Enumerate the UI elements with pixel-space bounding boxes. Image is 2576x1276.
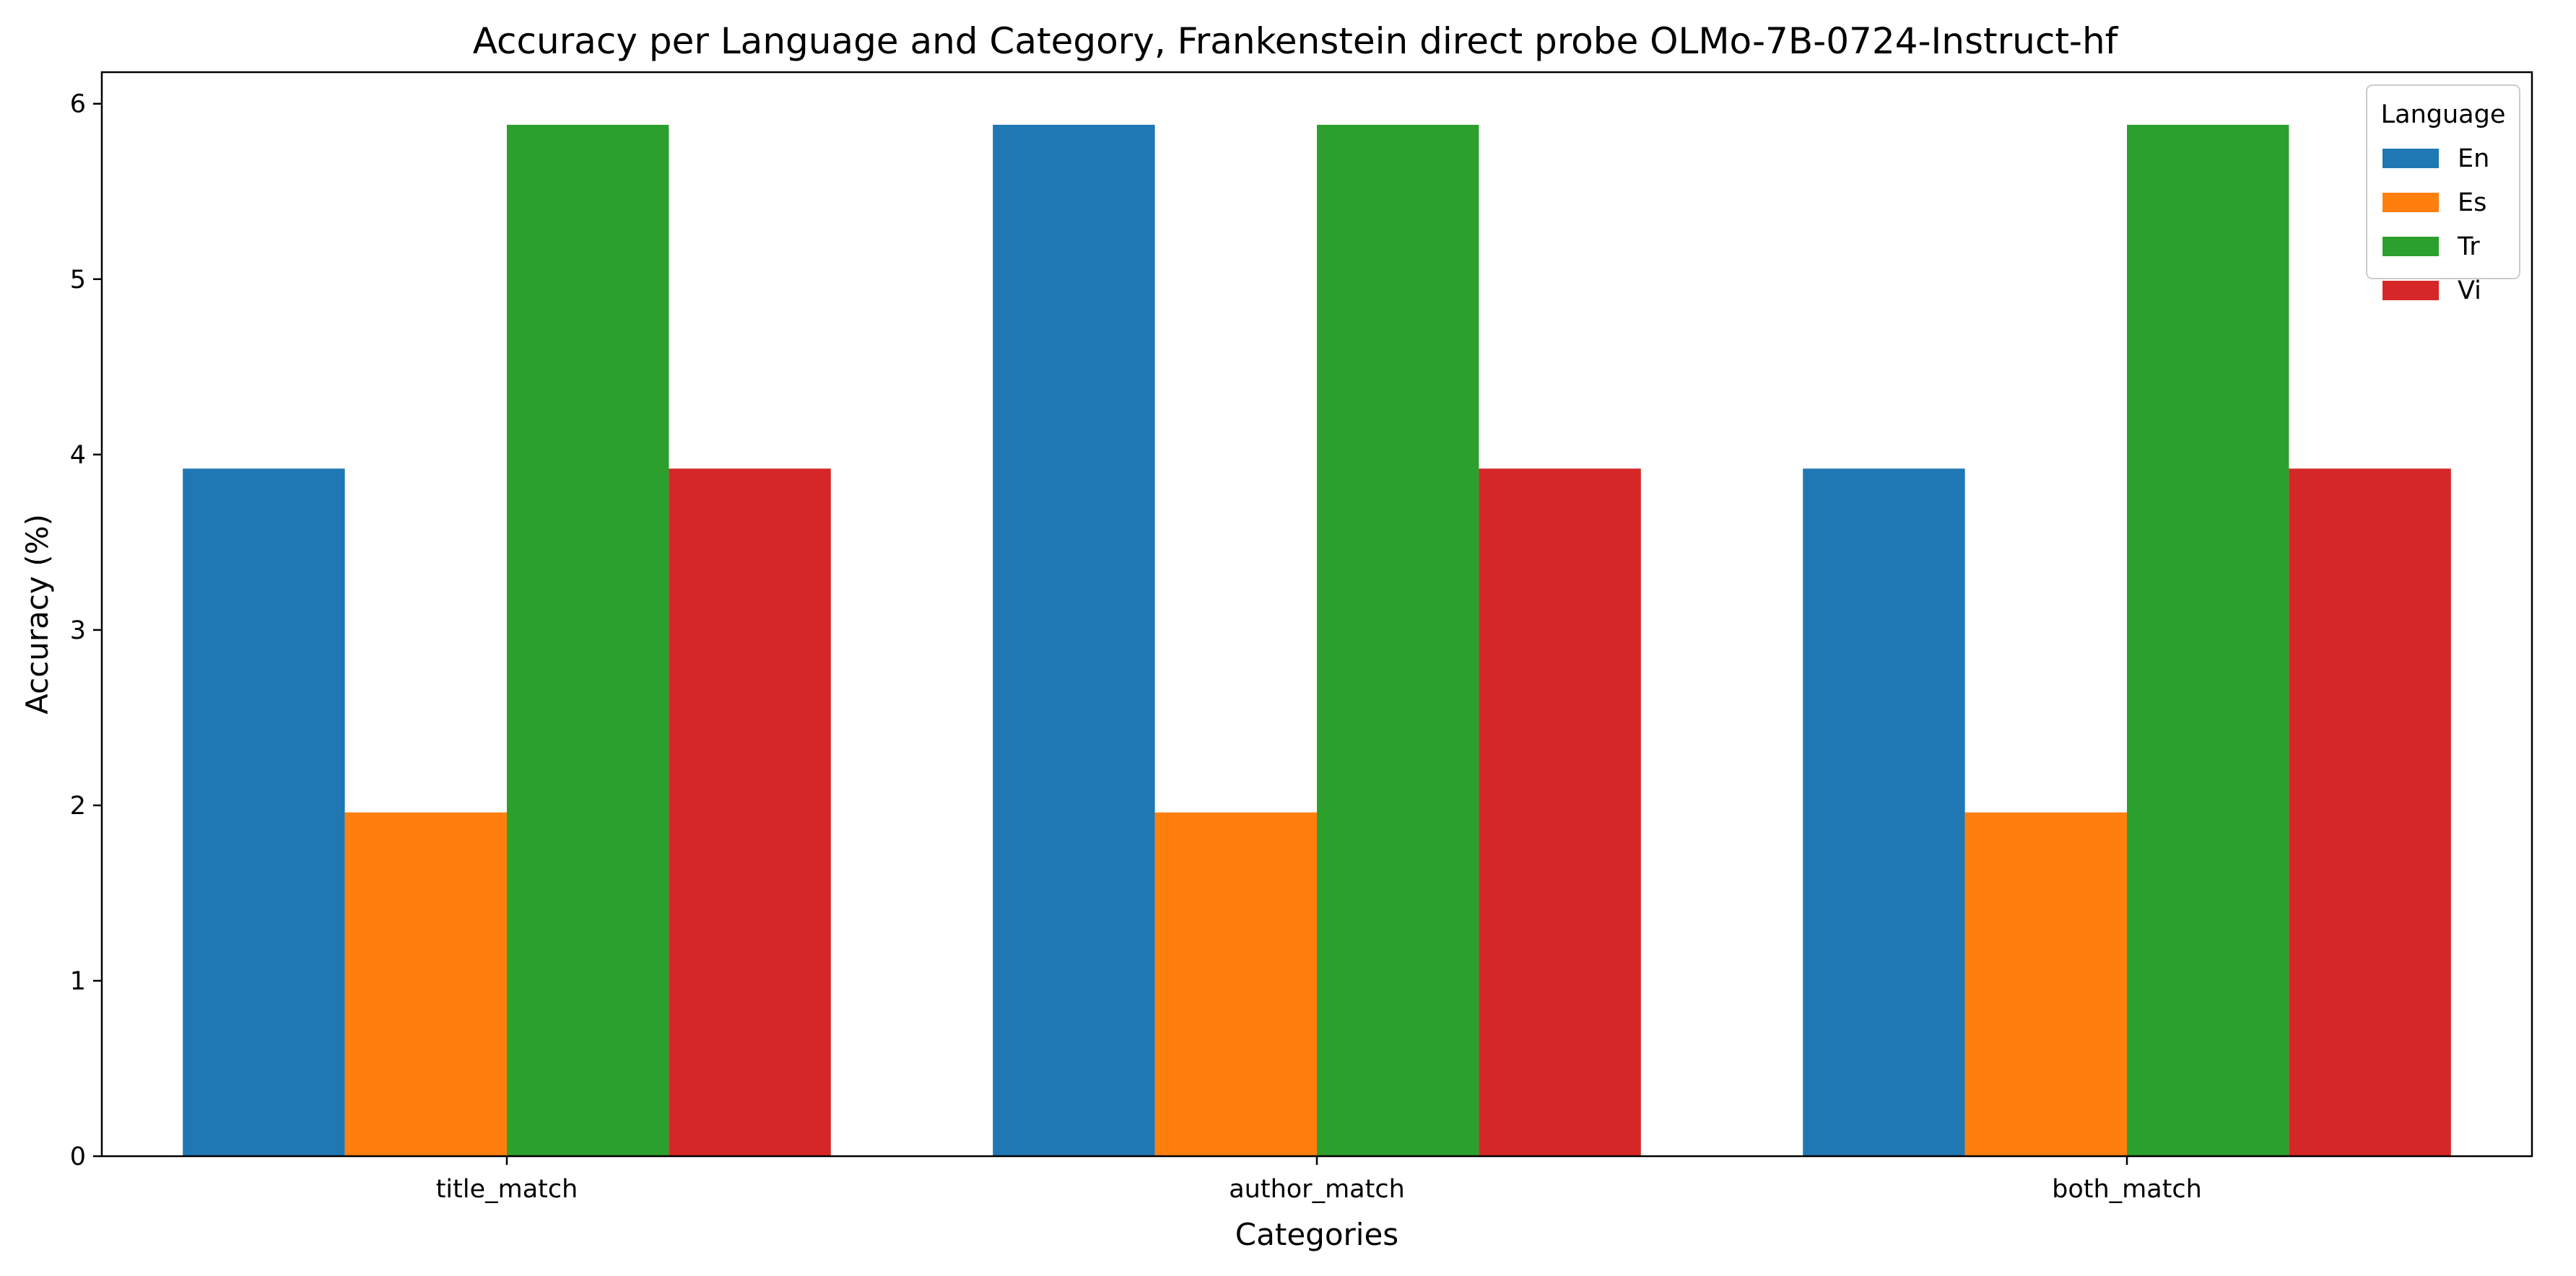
legend-swatch-es [2383,193,2439,212]
legend-swatch-vi [2383,281,2439,300]
bars-group [183,124,2451,1156]
legend-label-es: Es [2458,188,2486,217]
legend-swatch-tr [2383,237,2439,256]
y-tick-label: 0 [70,1142,86,1171]
bar-en-author_match [993,124,1155,1156]
chart-title: Accuracy per Language and Category, Fran… [473,20,2119,62]
x-axis-ticks: title_match author_match both_match [436,1156,2202,1204]
bar-en-title_match [183,468,345,1156]
plot-frame [100,71,2533,1158]
y-tick-label: 4 [70,441,86,470]
legend-title: Language [2381,100,2506,129]
y-tick-label: 1 [70,967,86,996]
y-tick-label: 2 [70,792,86,821]
y-tick-label: 6 [70,90,86,119]
bar-tr-author_match [1317,124,1479,1156]
bar-vi-author_match [1479,468,1641,1156]
x-axis-label: Categories [1235,1217,1398,1252]
x-tick-label: title_match [436,1175,578,1204]
bar-es-both_match [1964,812,2127,1156]
y-axis-label: Accuracy (%) [19,514,55,715]
legend-label-vi: Vi [2458,276,2481,305]
y-tick-label: 5 [70,266,86,294]
bar-vi-both_match [2289,468,2451,1156]
bar-en-both_match [1803,468,1965,1156]
y-tick-label: 3 [70,616,86,645]
y-axis-ticks: 0 1 2 3 4 5 6 [70,90,102,1171]
bar-es-title_match [344,812,507,1156]
x-tick-label: both_match [2052,1175,2202,1204]
legend: Language En Es Tr Vi [2366,84,2520,305]
legend-label-tr: Tr [2457,232,2480,261]
legend-label-en: En [2458,144,2489,173]
bar-es-author_match [1154,812,1317,1156]
legend-swatch-en [2383,149,2439,168]
x-tick-label: author_match [1229,1175,1405,1204]
bar-tr-title_match [507,124,669,1156]
bar-tr-both_match [2127,124,2289,1156]
legend-items: En Es Tr Vi [2383,144,2489,305]
bar-vi-title_match [669,468,831,1156]
legend-box [2366,84,2520,279]
